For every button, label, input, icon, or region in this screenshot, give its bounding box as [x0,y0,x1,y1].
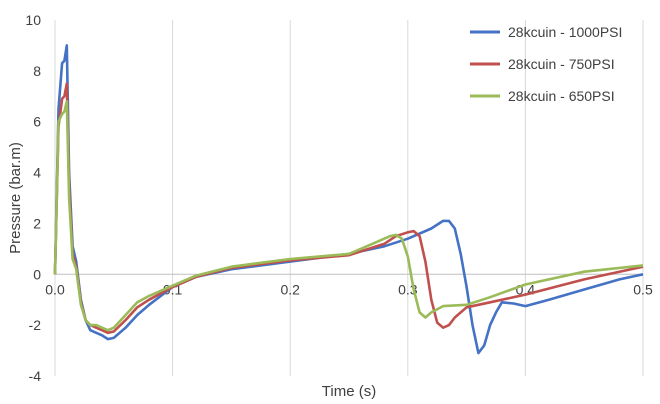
legend-item-1000psi: 28kcuin - 1000PSI [470,24,622,40]
legend: 28kcuin - 1000PSI 28kcuin - 750PSI 28kcu… [470,24,622,104]
x-tick-label: 0.5 [633,281,653,297]
y-tick-label: -2 [29,317,42,333]
y-tick-label: 4 [33,165,41,181]
x-tick-label: 0.2 [280,281,300,297]
legend-item-650psi: 28kcuin - 650PSI [470,88,615,104]
y-tick-label: 8 [33,63,41,79]
y-tick-label: 0 [33,266,41,282]
y-tick-label: 6 [33,114,41,130]
legend-item-750psi: 28kcuin - 750PSI [470,56,615,72]
legend-label-1000psi: 28kcuin - 1000PSI [508,24,622,40]
y-axis-label: Pressure (bar.m) [7,142,24,254]
grid-lines [54,20,644,376]
legend-label-750psi: 28kcuin - 750PSI [508,56,615,72]
x-tick-label: 0.0 [45,281,65,297]
legend-label-650psi: 28kcuin - 650PSI [508,88,615,104]
series-line-2 [53,100,644,332]
y-tick-label: 2 [33,215,41,231]
y-tick-label: -4 [29,368,42,384]
x-axis-label: Time (s) [322,383,376,400]
y-tick-label: 10 [25,12,41,28]
series-lines [53,44,644,355]
